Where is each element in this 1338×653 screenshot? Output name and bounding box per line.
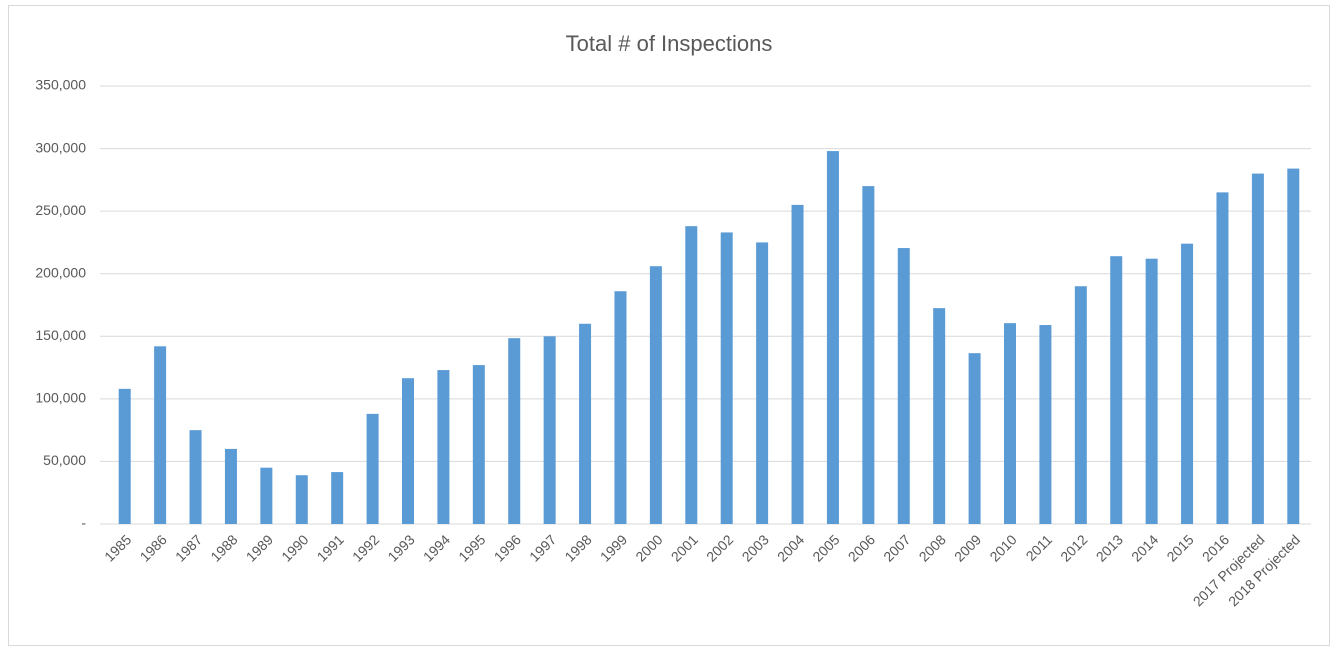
bar <box>543 336 556 524</box>
bar <box>1110 256 1123 524</box>
bar <box>118 388 131 524</box>
bar <box>720 232 733 524</box>
chart-frame <box>8 5 1330 646</box>
bar <box>437 370 450 524</box>
y-tick-label: 300,000 <box>35 139 86 155</box>
y-tick-label: 250,000 <box>35 202 86 218</box>
bar <box>933 308 946 524</box>
bar <box>1287 168 1300 524</box>
bar <box>1039 325 1052 524</box>
bar <box>366 413 379 524</box>
y-tick-label: 200,000 <box>35 264 86 280</box>
y-tick-label: 50,000 <box>43 452 86 468</box>
bar <box>154 346 167 524</box>
bar <box>968 353 981 524</box>
bar <box>472 365 485 524</box>
y-tick-label: 350,000 <box>35 77 86 93</box>
bar <box>614 291 627 524</box>
bar <box>224 448 237 524</box>
bar <box>189 430 202 524</box>
y-tick-label: 100,000 <box>35 390 86 406</box>
bar <box>826 151 839 524</box>
bar <box>402 378 414 524</box>
bar <box>1074 286 1087 524</box>
bar <box>508 338 521 524</box>
bar <box>579 323 592 524</box>
chart-title: Total # of Inspections <box>566 31 773 56</box>
bar <box>685 226 698 524</box>
bar <box>897 248 910 524</box>
y-tick-label: 150,000 <box>35 327 86 343</box>
bar <box>1181 243 1194 524</box>
bar <box>295 475 308 524</box>
bar <box>649 266 662 524</box>
bar <box>1145 258 1158 524</box>
bar <box>1216 192 1229 524</box>
y-tick-label: - <box>81 515 86 531</box>
bar <box>756 242 769 524</box>
bar <box>260 467 273 524</box>
bar <box>1004 323 1016 524</box>
bar <box>791 204 804 524</box>
bar <box>1251 173 1264 524</box>
bar <box>862 186 875 524</box>
bar <box>331 472 344 524</box>
